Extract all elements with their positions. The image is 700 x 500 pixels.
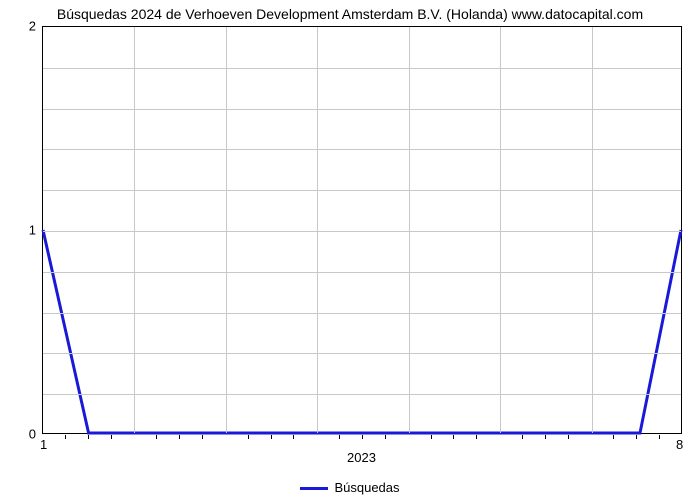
x-minor-tick <box>659 435 660 439</box>
gridline-v <box>592 27 593 433</box>
gridline-h-minor <box>43 272 681 273</box>
x-center-label: 2023 <box>347 450 376 465</box>
gridline-v <box>500 27 501 433</box>
chart-title: Búsquedas 2024 de Verhoeven Development … <box>0 6 700 22</box>
x-minor-tick <box>568 435 569 439</box>
x-minor-tick <box>293 435 294 439</box>
x-minor-tick <box>248 435 249 439</box>
x-minor-tick <box>362 435 363 439</box>
x-minor-tick <box>453 435 454 439</box>
legend-label: Búsquedas <box>334 480 399 495</box>
gridline-h-minor <box>43 394 681 395</box>
x-minor-tick <box>65 435 66 439</box>
legend: Búsquedas <box>0 480 700 495</box>
x-minor-tick <box>339 435 340 439</box>
x-tick-label-left: 1 <box>40 437 47 452</box>
gridline-h-minor <box>43 68 681 69</box>
x-minor-tick <box>271 435 272 439</box>
x-minor-tick <box>156 435 157 439</box>
x-minor-tick <box>613 435 614 439</box>
x-minor-tick <box>111 435 112 439</box>
x-minor-tick <box>385 435 386 439</box>
plot-area <box>42 26 682 434</box>
x-tick-label-right: 8 <box>676 437 683 452</box>
gridline-v <box>226 27 227 433</box>
line-series <box>43 27 681 433</box>
gridline-h-minor <box>43 149 681 150</box>
legend-swatch <box>300 487 328 490</box>
gridline-h-minor <box>43 109 681 110</box>
chart-container: Búsquedas 2024 de Verhoeven Development … <box>0 0 700 500</box>
x-minor-tick <box>179 435 180 439</box>
y-tick-label: 2 <box>6 19 36 34</box>
x-minor-tick <box>431 435 432 439</box>
gridline-v <box>409 27 410 433</box>
x-minor-tick <box>522 435 523 439</box>
gridline-h-minor <box>43 313 681 314</box>
y-tick-label: 1 <box>6 223 36 238</box>
gridline-v <box>317 27 318 433</box>
gridline-h-minor <box>43 353 681 354</box>
x-minor-tick <box>202 435 203 439</box>
x-minor-tick <box>636 435 637 439</box>
y-tick-label: 0 <box>6 427 36 442</box>
x-minor-tick <box>476 435 477 439</box>
gridline-h <box>43 231 681 232</box>
gridline-h-minor <box>43 190 681 191</box>
x-minor-tick <box>545 435 546 439</box>
gridline-v <box>134 27 135 433</box>
x-minor-tick <box>88 435 89 439</box>
